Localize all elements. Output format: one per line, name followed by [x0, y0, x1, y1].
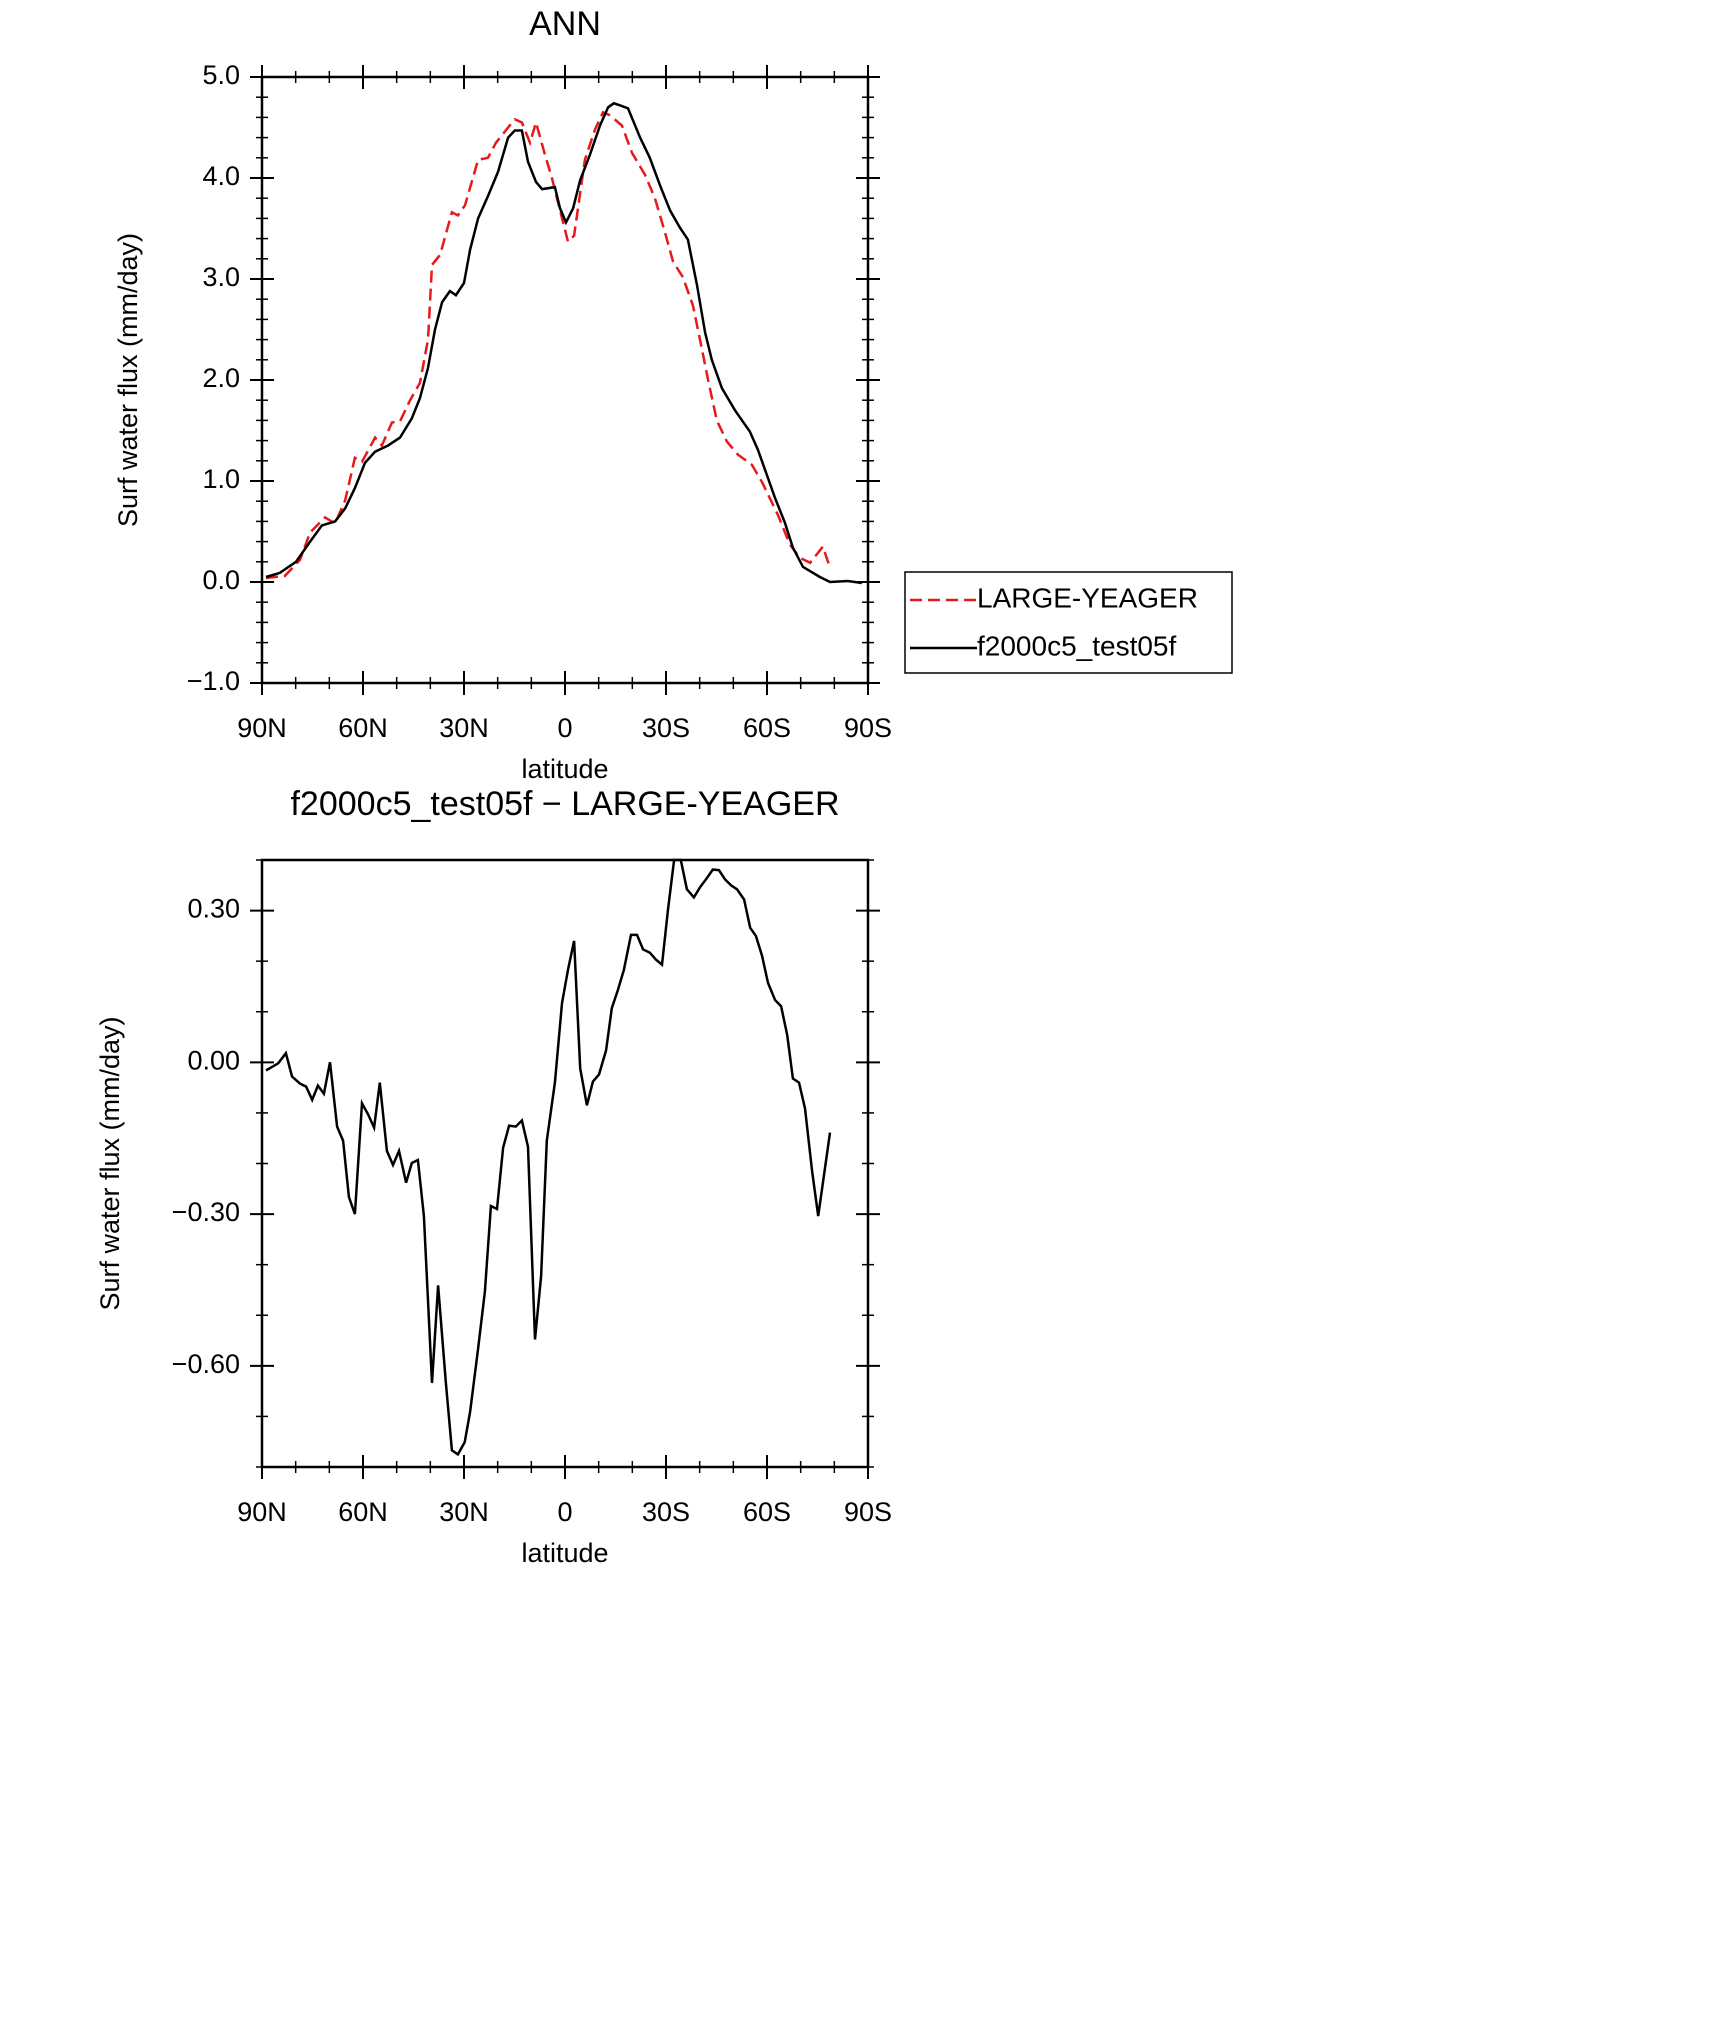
x-tick-label: 30N — [439, 713, 489, 743]
y-tick-label: 5.0 — [202, 60, 240, 90]
x-tick-label: 90S — [844, 713, 892, 743]
data-line — [265, 110, 832, 580]
x-axis-label: latitude — [521, 1538, 608, 1568]
x-tick-label: 60S — [743, 713, 791, 743]
y-axis-label: Surf water flux (mm/day) — [95, 1016, 125, 1310]
x-tick-label: 90S — [844, 1497, 892, 1527]
y-tick-label: 0.0 — [202, 565, 240, 595]
chart-title: f2000c5_test05f − LARGE-YEAGER — [290, 785, 839, 823]
legend-label: LARGE-YEAGER — [977, 582, 1198, 613]
y-tick-label: −0.30 — [172, 1197, 240, 1227]
y-tick-label: −1.0 — [187, 666, 240, 696]
x-tick-label: 60N — [338, 713, 388, 743]
y-tick-label: 2.0 — [202, 363, 240, 393]
legend-box — [904, 571, 1233, 674]
legend-label: f2000c5_test05f — [977, 630, 1176, 661]
x-tick-label: 30S — [642, 1497, 690, 1527]
y-tick-label: −0.60 — [172, 1349, 240, 1379]
data-line — [265, 858, 832, 1457]
chart-title: ANN — [529, 5, 601, 43]
x-axis-label: latitude — [521, 754, 608, 784]
plot-frame — [260, 75, 870, 685]
x-tick-label: 30S — [642, 713, 690, 743]
y-tick-label: 0.00 — [187, 1045, 240, 1075]
y-tick-label: 1.0 — [202, 464, 240, 494]
x-tick-label: 90N — [237, 1497, 287, 1527]
x-tick-label: 0 — [557, 713, 572, 743]
plot-frame — [260, 858, 870, 1469]
x-tick-label: 0 — [557, 1497, 572, 1527]
y-axis-label: Surf water flux (mm/day) — [113, 233, 143, 527]
x-tick-label: 90N — [237, 713, 287, 743]
y-tick-label: 3.0 — [202, 262, 240, 292]
y-tick-label: 0.30 — [187, 894, 240, 924]
x-tick-label: 60N — [338, 1497, 388, 1527]
x-tick-label: 30N — [439, 1497, 489, 1527]
data-line — [265, 101, 863, 585]
x-tick-label: 60S — [743, 1497, 791, 1527]
y-tick-label: 4.0 — [202, 161, 240, 191]
